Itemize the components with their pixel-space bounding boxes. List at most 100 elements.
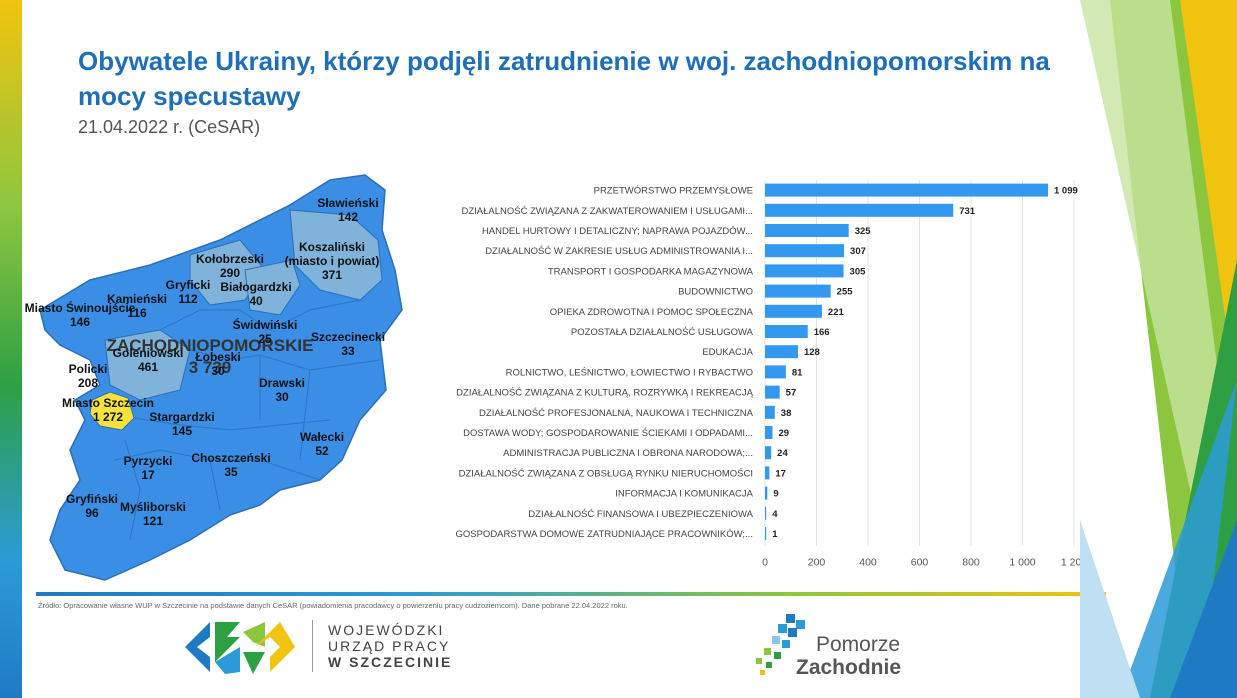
source-note: Źródło: Opracowanie własne WUP w Szczeci… [38, 601, 628, 610]
county-name: Sławieński [317, 196, 379, 210]
county-value: 1 272 [92, 410, 124, 424]
wup-line3: W SZCZECINIE [328, 654, 453, 670]
bar [765, 325, 808, 338]
x-tick-label: 1 000 [1009, 557, 1035, 569]
wup-divider [312, 620, 313, 672]
category-label: DOSTAWA WODY; GOSPODAROWANIE ŚCIEKAMI I … [463, 427, 753, 439]
county-value: 35 [224, 465, 238, 479]
data-label: 38 [781, 408, 792, 419]
category-label: DZIAŁALNOŚĆ ZWIĄZANA Z KULTURĄ, ROZRYWKĄ… [456, 387, 753, 399]
county-value: 116 [127, 306, 147, 320]
county-label: Pyrzycki 17 [124, 454, 173, 482]
data-label: 24 [777, 448, 788, 459]
bar [765, 203, 954, 217]
county-name: Goleniowski [112, 346, 184, 360]
data-label: 255 [837, 287, 854, 298]
industry-bar-chart: 0 200 400 600 800 1 000 1 200 PRZETWÓRSTWO PRZE… [440, 172, 1100, 572]
wup-line2: URZĄD PRACY [328, 638, 451, 654]
county-name: Myśliborski [119, 500, 187, 514]
county-name: Kołobrzeski [195, 252, 265, 266]
county-label: Wałecki 52 [300, 430, 344, 458]
map-region-total: 3 739 [188, 358, 232, 377]
category-label: BUDOWNICTWO [678, 287, 753, 298]
county-label: Goleniowski 461 [113, 346, 184, 374]
category-label: POZOSTAŁA DZIAŁALNOŚĆ USŁUGOWA [571, 326, 754, 338]
county-name: Stargardzki [149, 410, 215, 424]
page-title: Obywatele Ukrainy, którzy podjęli zatrud… [78, 46, 1050, 111]
data-label: 307 [850, 246, 866, 257]
x-tick-label: 400 [859, 557, 877, 569]
county-name: Wałecki [299, 430, 345, 444]
county-name: Świdwiński [232, 318, 298, 332]
bar [765, 284, 831, 298]
county-value: 17 [141, 468, 155, 482]
bar [765, 466, 770, 480]
bar [765, 365, 786, 379]
data-label: 305 [850, 266, 867, 277]
county-value: 146 [69, 315, 91, 329]
bar [765, 446, 772, 460]
category-label: EDUKACJA [702, 347, 753, 358]
county-value: 142 [337, 210, 359, 224]
county-name: Białogardzki [220, 280, 292, 294]
county-label: Łobeski 30 [195, 350, 240, 378]
category-label: OPIEKA ZDROWOTNA I POMOC SPOŁECZNA [550, 307, 754, 318]
county-value: 208 [77, 376, 99, 390]
map-region-name: ZACHODNIOPOMORSKIE 3 739 [107, 335, 314, 379]
bar [765, 224, 849, 237]
data-label: 17 [775, 468, 786, 479]
county-value: 96 [85, 506, 99, 520]
bar [765, 527, 767, 540]
county-value: 30 [275, 390, 289, 404]
county-value: 112 [178, 292, 198, 306]
bar [765, 385, 780, 399]
x-tick-label: 600 [911, 557, 929, 569]
left-decor-stripe [0, 0, 22, 698]
county-label: Choszczeński 35 [191, 451, 270, 479]
data-label: 221 [828, 307, 845, 318]
x-tick-label: 0 [762, 557, 768, 569]
county-label: Miasto Świnoujście 146 [25, 301, 136, 329]
koszalin-region [289, 209, 383, 301]
bialogard-region [244, 259, 301, 316]
pomorze-zachodnie-logo-icon [756, 614, 805, 675]
county-name: Kamieński [106, 292, 168, 306]
county-label: Koszaliński (miasto i powiat) 371 [282, 240, 382, 282]
county-value: 25 [258, 332, 272, 346]
wup-line1: WOJEWÓDZKI [328, 622, 445, 638]
county-label: Policki 208 [69, 362, 108, 390]
szczecin-region [89, 391, 135, 431]
data-label: 166 [814, 327, 830, 338]
category-label: DZIAŁALNOŚĆ W ZAKRESIE USŁUG ADMINISTROW… [485, 245, 753, 257]
county-name: Gryfiński [65, 492, 119, 506]
data-label: 325 [855, 226, 872, 237]
x-tick-label: 800 [962, 557, 980, 569]
county-label: Stargardzki 145 [149, 410, 214, 438]
county-value: 371 [321, 268, 343, 282]
data-label: 4 [772, 509, 778, 520]
data-label: 57 [786, 388, 797, 399]
category-label: INFORMACJA I KOMUNIKACJA [615, 489, 753, 500]
county-label: Miasto Szczecin 1 272 [62, 396, 154, 424]
map-shape [39, 174, 403, 581]
kolobrzeg-region [189, 239, 266, 306]
category-label: DZIAŁALNOŚĆ ZWIĄZANA Z ZAKWATEROWANIEM I… [461, 205, 753, 217]
county-label: Świdwiński 25 [233, 318, 298, 346]
county-label: Gryfiński 96 [66, 492, 118, 520]
data-label: 9 [773, 489, 778, 500]
bar [765, 345, 798, 359]
bar [765, 244, 845, 258]
county-label: Sławieński 142 [317, 196, 378, 224]
bar [765, 486, 768, 500]
bar [765, 405, 775, 419]
bar [765, 426, 773, 439]
category-label: PRZETWÓRSTWO PRZEMYSŁOWE [594, 186, 753, 197]
category-label: DZIAŁALNOŚĆ FINANSOWA I UBEZPIECZENIOWA [528, 508, 753, 520]
wup-logo-icon [185, 622, 295, 674]
category-label: GOSPODARSTWA DOMOWE ZATRUDNIAJĄCE PRACOW… [455, 529, 753, 540]
data-label: 128 [804, 347, 820, 358]
data-label: 731 [959, 206, 976, 217]
county-label: Myśliborski 121 [120, 500, 186, 528]
data-label: 1 099 [1054, 186, 1078, 197]
